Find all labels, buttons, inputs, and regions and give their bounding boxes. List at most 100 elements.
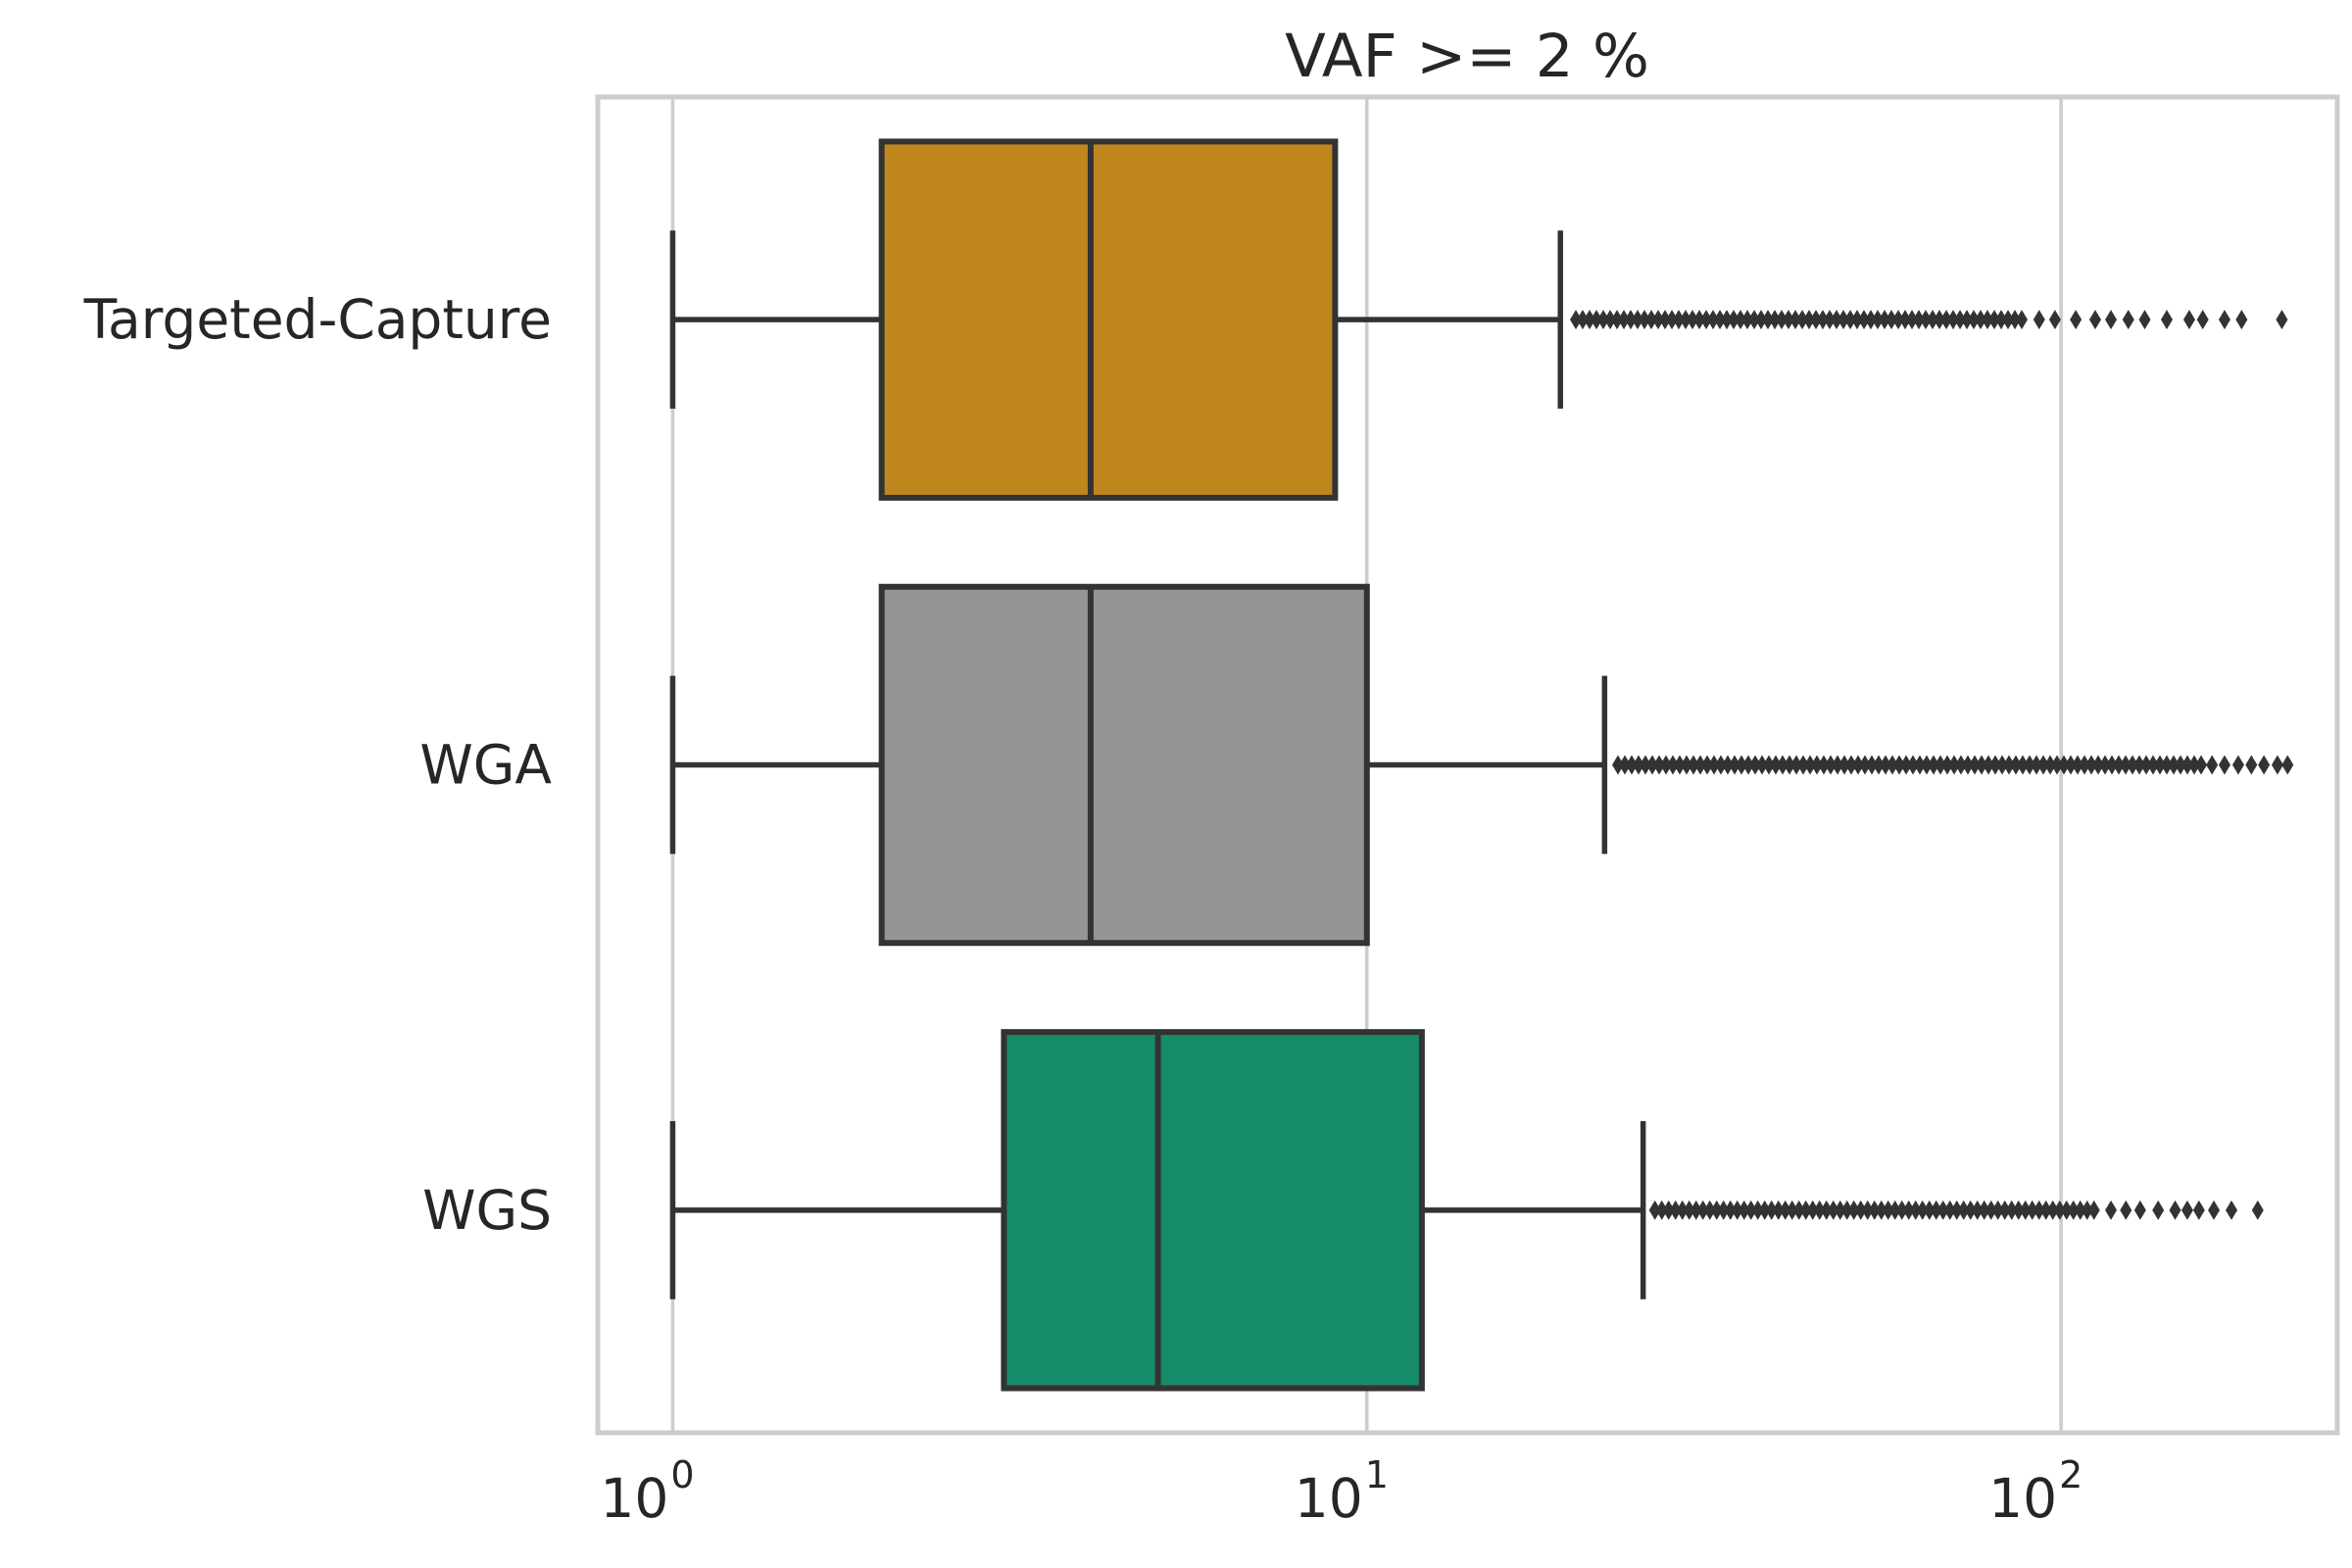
outlier-point — [1763, 755, 1776, 775]
outlier-point — [2140, 755, 2153, 775]
outlier-point — [1818, 755, 1831, 775]
outlier-point — [1660, 755, 1673, 775]
outlier-point — [1861, 1200, 1874, 1220]
outlier-point — [2281, 755, 2294, 775]
outlier-point — [1652, 310, 1665, 330]
outlier-point — [1892, 310, 1905, 330]
outlier-point — [1968, 310, 1981, 330]
outlier-point — [1906, 310, 1919, 330]
outlier-point — [1625, 310, 1638, 330]
outlier-point — [1895, 1200, 1908, 1220]
outlier-point — [1858, 310, 1871, 330]
outlier-point — [1907, 755, 1920, 775]
outlier-point — [1975, 310, 1987, 330]
outlier-point — [1971, 1200, 1984, 1220]
outlier-point — [2016, 310, 2029, 330]
x-tick-exponent: 1 — [1365, 1453, 1389, 1496]
outlier-point — [1950, 1200, 1963, 1220]
outlier-point — [2060, 1200, 2073, 1220]
outlier-point — [1799, 1200, 1812, 1220]
outlier-point — [2065, 755, 2078, 775]
box-targeted-capture — [669, 138, 2288, 501]
outlier-point — [2133, 755, 2146, 775]
outlier-point — [2169, 1200, 2181, 1220]
outlier-point — [1943, 1200, 1956, 1220]
outlier-point — [2147, 755, 2160, 775]
x-tick-2: 10 2 — [1988, 1453, 2082, 1530]
outlier-point — [1831, 310, 1843, 330]
outlier-point — [1722, 755, 1735, 775]
outlier-point — [1806, 1200, 1819, 1220]
outlier-point — [1947, 310, 1960, 330]
outlier-point — [1696, 1200, 1709, 1220]
outlier-point — [1845, 755, 1858, 775]
outlier-point — [2218, 755, 2230, 775]
outlier-point — [1817, 310, 1830, 330]
outliers — [1570, 310, 2288, 330]
outlier-point — [1859, 755, 1872, 775]
x-tick-base: 10 — [1988, 1467, 2057, 1530]
x-tick-1: 10 1 — [1295, 1453, 1389, 1530]
outlier-point — [2033, 310, 2045, 330]
outlier-point — [2208, 1200, 2221, 1220]
outlier-point — [1584, 310, 1596, 330]
outlier-point — [1784, 755, 1796, 775]
outlier-point — [1995, 310, 2008, 330]
outlier-point — [2087, 1200, 2100, 1220]
outlier-point — [1840, 1200, 1853, 1220]
outlier-point — [2231, 755, 2244, 775]
outlier-point — [2192, 1200, 2205, 1220]
outlier-point — [1998, 1200, 2011, 1220]
outlier-point — [1969, 755, 1982, 775]
outlier-point — [2206, 755, 2219, 775]
outliers — [1612, 755, 2294, 775]
outlier-point — [1900, 755, 1913, 775]
outlier-point — [2010, 755, 2023, 775]
outlier-point — [2058, 755, 2071, 775]
outlier-point — [1852, 755, 1865, 775]
outlier-point — [1736, 755, 1748, 775]
outlier-point — [2154, 755, 2167, 775]
outlier-point — [1810, 310, 1823, 330]
outlier-point — [2012, 1200, 2025, 1220]
outlier-point — [1913, 310, 1926, 330]
outlier-point — [1851, 310, 1864, 330]
outlier-point — [2051, 755, 2064, 775]
outlier-point — [1844, 310, 1857, 330]
outlier-point — [1639, 310, 1651, 330]
outlier-point — [2120, 1200, 2132, 1220]
category-label: WGS — [422, 1179, 552, 1242]
outlier-point — [2235, 310, 2248, 330]
category-label: WGA — [419, 734, 552, 797]
outlier-point — [2026, 1200, 2038, 1220]
outlier-point — [1618, 310, 1631, 330]
outlier-point — [2218, 310, 2230, 330]
outlier-point — [1879, 310, 1891, 330]
outlier-point — [1804, 755, 1817, 775]
outlier-point — [1796, 310, 1809, 330]
outlier-point — [1729, 755, 1741, 775]
outlier-point — [2271, 755, 2283, 775]
outlier-point — [2072, 755, 2084, 775]
outlier-point — [2009, 310, 2022, 330]
outlier-point — [1866, 755, 1879, 775]
outlier-point — [1827, 1200, 1839, 1220]
outlier-point — [1758, 1200, 1771, 1220]
outlier-point — [1655, 1200, 1668, 1220]
outlier-point — [1604, 310, 1617, 330]
outlier-point — [1611, 310, 1624, 330]
outlier-point — [1940, 310, 1953, 330]
outlier-point — [1688, 755, 1700, 775]
outlier-point — [1626, 755, 1639, 775]
outlier-point — [1646, 755, 1659, 775]
outlier-point — [1762, 310, 1775, 330]
x-tick-base: 10 — [1295, 1467, 1363, 1530]
outlier-point — [1669, 1200, 1682, 1220]
outlier-point — [1786, 1200, 1798, 1220]
outlier-point — [1834, 1200, 1846, 1220]
outlier-point — [1989, 755, 2002, 775]
outlier-point — [1769, 310, 1782, 330]
outlier-point — [1838, 755, 1851, 775]
outlier-point — [1779, 1200, 1791, 1220]
